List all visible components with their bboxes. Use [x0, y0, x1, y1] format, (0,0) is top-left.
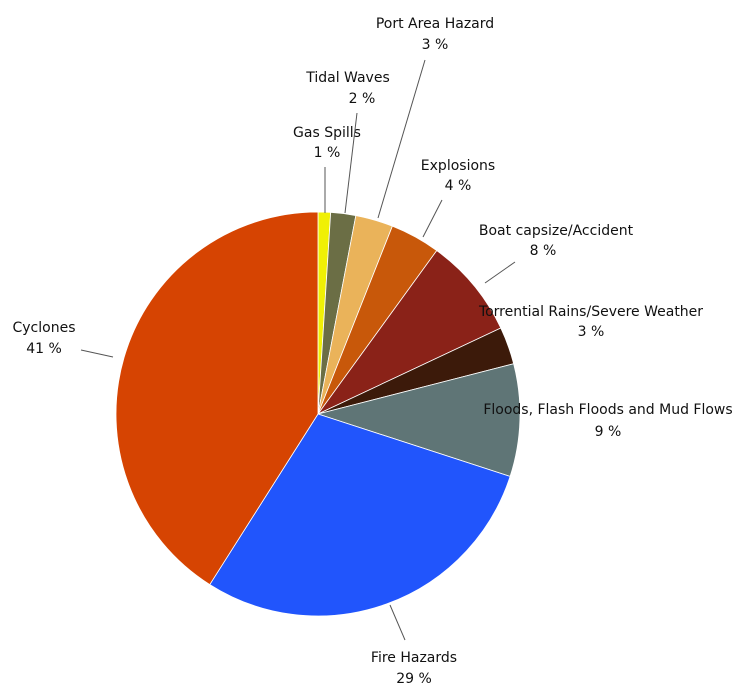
pie-slice	[317, 250, 502, 415]
slice-value-label: 4 %	[445, 178, 472, 194]
leader-line	[377, 59, 426, 219]
slice-label: Fire Hazards	[371, 650, 457, 666]
slice-value-label: 8 %	[530, 243, 557, 259]
slice-value-label: 9 %	[595, 424, 622, 440]
slice-label: Port Area Hazard	[376, 16, 494, 32]
pie-slice	[316, 363, 521, 477]
slice-value-label: 41 %	[26, 341, 62, 357]
leader-line	[484, 261, 516, 284]
pie-slice	[115, 211, 319, 586]
slice-label: Tidal Waves	[305, 70, 390, 86]
slice-value-label: 3 %	[422, 37, 449, 53]
slice-label: Torrential Rains/Severe Weather	[478, 304, 703, 320]
pie-slice	[209, 413, 511, 617]
slice-value-label: 3 %	[578, 324, 605, 340]
slice-value-label: 29 %	[396, 671, 432, 687]
slice-label: Cyclones	[13, 320, 76, 336]
slice-label: Boat capsize/Accident	[479, 223, 634, 239]
leader-line	[80, 349, 114, 358]
slice-label: Floods, Flash Floods and Mud Flows	[483, 402, 732, 418]
leader-line	[344, 112, 358, 214]
slice-label: Explosions	[421, 158, 495, 174]
slice-value-label: 1 %	[314, 145, 341, 161]
leader-line	[422, 199, 443, 238]
leader-line	[389, 604, 406, 641]
slice-label: Gas Spills	[293, 125, 361, 141]
slice-value-label: 2 %	[349, 91, 376, 107]
